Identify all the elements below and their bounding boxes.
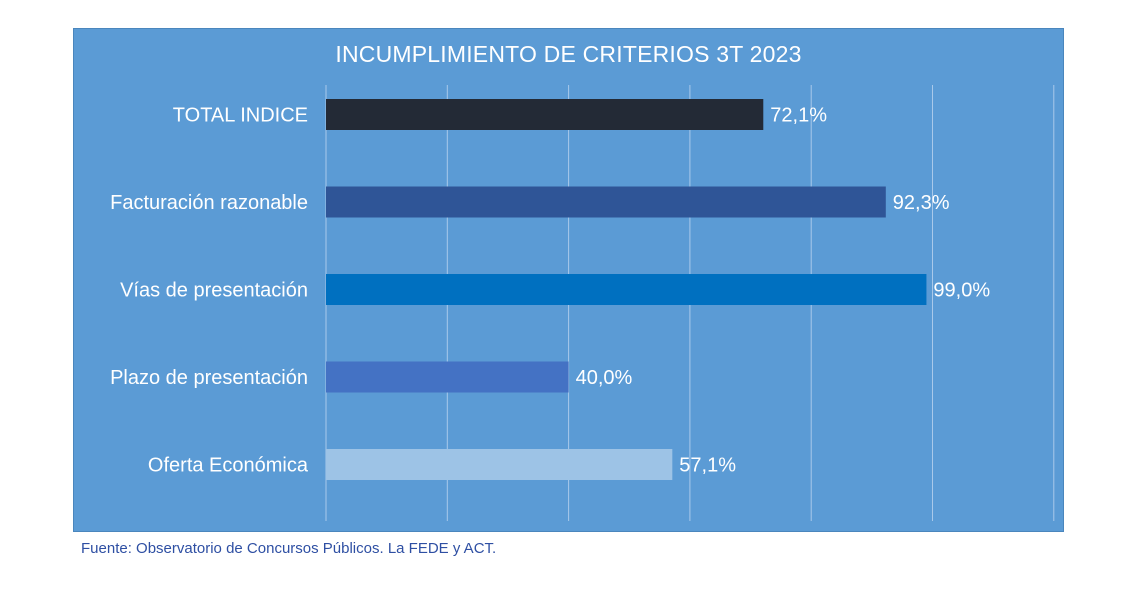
chart-title: INCUMPLIMIENTO DE CRITERIOS 3T 2023 [335,41,802,67]
bar [326,361,569,393]
category-label: Vías de presentación [120,280,308,302]
source-note: Fuente: Observatorio de Concursos Públic… [81,540,497,557]
category-label: Oferta Económica [148,455,309,477]
bar [326,99,764,130]
category-label: Plazo de presentación [110,367,308,389]
bar [326,274,927,305]
category-label: TOTAL INDICE [173,105,308,127]
bar [326,449,673,480]
data-label: 72,1% [770,105,827,127]
bar [326,186,886,218]
data-label: 40,0% [576,367,633,389]
data-label: 99,0% [933,280,990,302]
data-label: 92,3% [893,192,950,214]
bar-chart-plot: TOTAL INDICE 72,1% Facturación razonable 92… [110,85,1055,521]
chart-panel: INCUMPLIMIENTO DE CRITERIOS 3T 2023 TOTA… [73,28,1064,532]
category-label: Facturación razonable [110,192,308,214]
data-label: 57,1% [679,455,736,477]
